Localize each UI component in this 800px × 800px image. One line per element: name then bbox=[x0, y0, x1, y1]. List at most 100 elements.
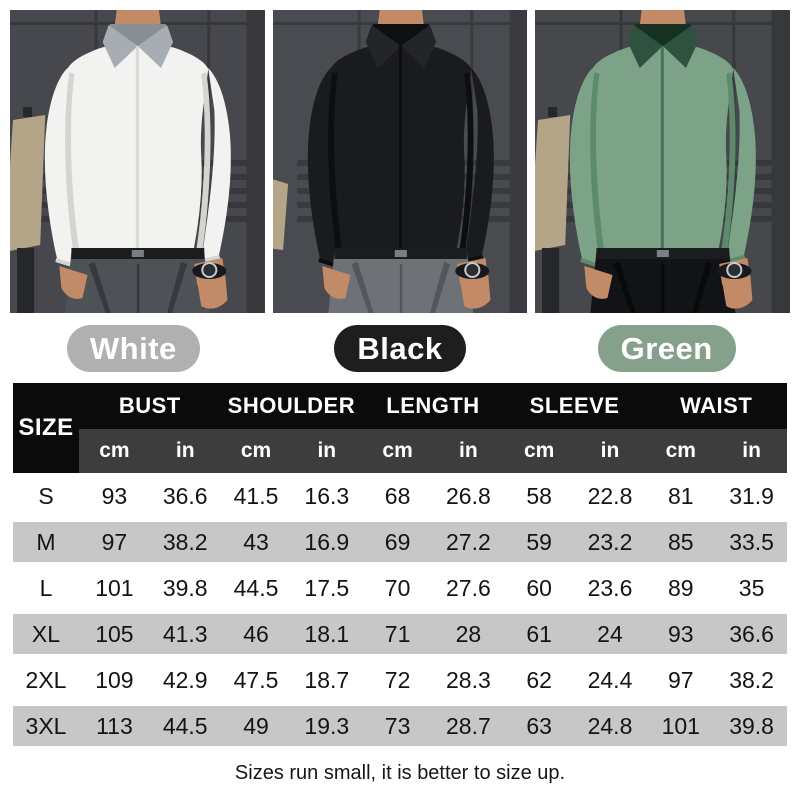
table-cell: 16.9 bbox=[291, 519, 363, 565]
table-cell: 19.3 bbox=[291, 703, 363, 749]
unit-header: in bbox=[716, 429, 787, 473]
table-cell: 47.5 bbox=[220, 655, 292, 705]
table-cell: 38.2 bbox=[149, 519, 221, 565]
table-cell: 70 bbox=[362, 563, 433, 613]
table-cell: 69 bbox=[362, 519, 433, 565]
placket-line bbox=[661, 46, 665, 250]
unit-header: cm bbox=[362, 429, 433, 473]
size-chart-table: SIZE BUST SHOULDER LENGTH SLEEVE WAIST c… bbox=[13, 383, 787, 749]
model-figure bbox=[307, 10, 494, 313]
table-cell: 18.1 bbox=[291, 611, 363, 657]
color-label-black: Black bbox=[334, 324, 466, 372]
table-cell: 24.8 bbox=[574, 703, 646, 749]
table-cell: 89 bbox=[645, 563, 717, 613]
table-cell: 43 bbox=[220, 519, 292, 565]
belt-buckle bbox=[394, 250, 407, 257]
belt-buckle bbox=[131, 250, 144, 257]
column-header-waist: WAIST bbox=[645, 383, 787, 429]
table-cell: 33.5 bbox=[716, 519, 787, 565]
table-cell: 113 bbox=[79, 703, 150, 749]
lamp-shade bbox=[535, 115, 571, 251]
table-cell: 97 bbox=[645, 655, 717, 705]
unit-header: in bbox=[149, 429, 221, 473]
lamp bbox=[10, 107, 46, 313]
color-label-cell-white: White bbox=[0, 324, 267, 372]
table-unit-row: cm in cm in cm in cm in cm in bbox=[13, 429, 787, 473]
table-row-xl: XL 105 41.3 46 18.1 71 28 61 24 93 36.6 bbox=[13, 611, 787, 657]
unit-header: in bbox=[291, 429, 363, 473]
size-label: XL bbox=[13, 611, 79, 657]
product-photos bbox=[0, 0, 800, 313]
color-label-white: White bbox=[66, 324, 200, 372]
table-cell: 24.4 bbox=[574, 655, 646, 705]
lamp-base bbox=[17, 248, 35, 313]
table-row-2xl: 2XL 109 42.9 47.5 18.7 72 28.3 62 24.4 9… bbox=[13, 655, 787, 705]
table-cell: 41.5 bbox=[220, 473, 292, 521]
size-column-header: SIZE bbox=[13, 383, 79, 473]
table-cell: 62 bbox=[503, 655, 575, 705]
color-label-cell-green: Green bbox=[533, 324, 800, 372]
table-cell: 101 bbox=[645, 703, 717, 749]
table-cell: 38.2 bbox=[716, 655, 787, 705]
table-cell: 27.2 bbox=[432, 519, 504, 565]
table-cell: 85 bbox=[645, 519, 717, 565]
table-cell: 44.5 bbox=[149, 703, 221, 749]
unit-header: cm bbox=[220, 429, 292, 473]
column-header-shoulder: SHOULDER bbox=[220, 383, 363, 429]
model-figure bbox=[44, 10, 231, 313]
column-header-sleeve: SLEEVE bbox=[503, 383, 646, 429]
placket-line bbox=[135, 46, 139, 250]
lamp-fragment bbox=[272, 179, 288, 250]
color-label-green: Green bbox=[597, 324, 736, 372]
table-cell: 35 bbox=[716, 563, 787, 613]
table-cell: 97 bbox=[79, 519, 150, 565]
table-cell: 26.8 bbox=[432, 473, 504, 521]
size-label: S bbox=[13, 473, 79, 521]
table-cell: 61 bbox=[503, 611, 575, 657]
table-cell: 59 bbox=[503, 519, 575, 565]
size-note: Sizes run small, it is better to size up… bbox=[234, 762, 566, 784]
trouser-details bbox=[88, 262, 188, 313]
table-row-3xl: 3XL 113 44.5 49 19.3 73 28.7 63 24.8 101… bbox=[13, 703, 787, 749]
table-cell: 72 bbox=[362, 655, 433, 705]
table-cell: 109 bbox=[79, 655, 150, 705]
table-cell: 22.8 bbox=[574, 473, 646, 521]
collar-wings bbox=[365, 25, 436, 68]
unit-header: cm bbox=[503, 429, 575, 473]
color-labels-row: White Black Green bbox=[0, 313, 800, 383]
trouser-details bbox=[351, 262, 450, 313]
table-cell: 16.3 bbox=[291, 473, 363, 521]
lamp bbox=[535, 107, 571, 313]
table-cell: 73 bbox=[362, 703, 433, 749]
table-cell: 68 bbox=[362, 473, 433, 521]
table-cell: 60 bbox=[503, 563, 575, 613]
table-cell: 105 bbox=[79, 611, 150, 657]
table-cell: 18.7 bbox=[291, 655, 363, 705]
table-cell: 31.9 bbox=[716, 473, 787, 521]
product-photo-black bbox=[272, 10, 528, 313]
table-header-row: SIZE BUST SHOULDER LENGTH SLEEVE WAIST bbox=[13, 383, 787, 473]
model-figure bbox=[570, 10, 757, 313]
table-cell: 63 bbox=[503, 703, 575, 749]
unit-header: in bbox=[574, 429, 646, 473]
table-cell: 17.5 bbox=[291, 563, 363, 613]
table-cell: 44.5 bbox=[220, 563, 292, 613]
unit-header: in bbox=[432, 429, 504, 473]
table-cell: 36.6 bbox=[716, 611, 787, 657]
table-cell: 93 bbox=[79, 473, 150, 521]
table-cell: 71 bbox=[362, 611, 433, 657]
table-row-m: M 97 38.2 43 16.9 69 27.2 59 23.2 85 33.… bbox=[13, 519, 787, 565]
table-cell: 49 bbox=[220, 703, 292, 749]
belt-buckle bbox=[657, 250, 670, 257]
table-row-s: S 93 36.6 41.5 16.3 68 26.8 58 22.8 81 3… bbox=[13, 473, 787, 521]
table-cell: 81 bbox=[645, 473, 717, 521]
table-cell: 23.6 bbox=[574, 563, 646, 613]
size-label: 2XL bbox=[13, 655, 79, 705]
trouser-details bbox=[613, 262, 713, 313]
black-shirt-model-illustration bbox=[272, 10, 528, 313]
table-cell: 39.8 bbox=[149, 563, 221, 613]
size-label: M bbox=[13, 519, 79, 565]
watch-face bbox=[203, 264, 216, 276]
white-shirt-model-illustration bbox=[10, 10, 265, 313]
